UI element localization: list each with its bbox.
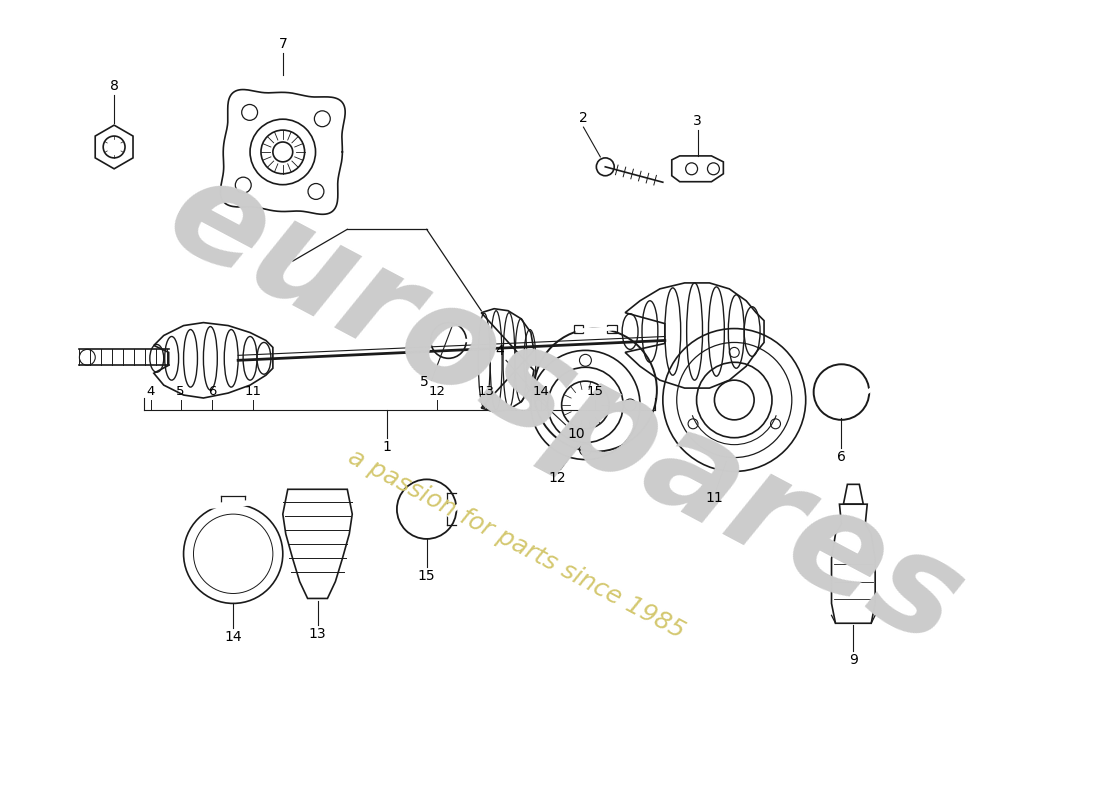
- Text: 4: 4: [495, 344, 504, 358]
- Text: 12: 12: [428, 385, 446, 398]
- Text: 13: 13: [477, 385, 495, 398]
- Text: 5: 5: [420, 375, 429, 389]
- Text: 11: 11: [244, 385, 262, 398]
- Text: a passion for parts since 1985: a passion for parts since 1985: [343, 445, 689, 643]
- Text: 14: 14: [224, 630, 242, 644]
- Text: 11: 11: [705, 491, 724, 506]
- Text: 4: 4: [146, 385, 155, 398]
- Text: 6: 6: [837, 450, 846, 464]
- Text: 15: 15: [587, 385, 604, 398]
- Text: 5: 5: [176, 385, 185, 398]
- Text: 10: 10: [568, 426, 585, 441]
- Text: 2: 2: [579, 111, 587, 125]
- Bar: [607, 325, 617, 333]
- Bar: [573, 325, 583, 333]
- Text: 14: 14: [532, 385, 549, 398]
- Text: 3: 3: [693, 114, 702, 128]
- Text: 8: 8: [110, 79, 119, 94]
- Text: 12: 12: [549, 471, 566, 486]
- Text: 15: 15: [418, 569, 436, 582]
- Text: 6: 6: [208, 385, 217, 398]
- Text: 7: 7: [278, 37, 287, 50]
- Text: 1: 1: [383, 440, 392, 454]
- Text: eurospares: eurospares: [146, 144, 984, 676]
- Text: 9: 9: [849, 653, 858, 667]
- Text: 13: 13: [309, 627, 327, 642]
